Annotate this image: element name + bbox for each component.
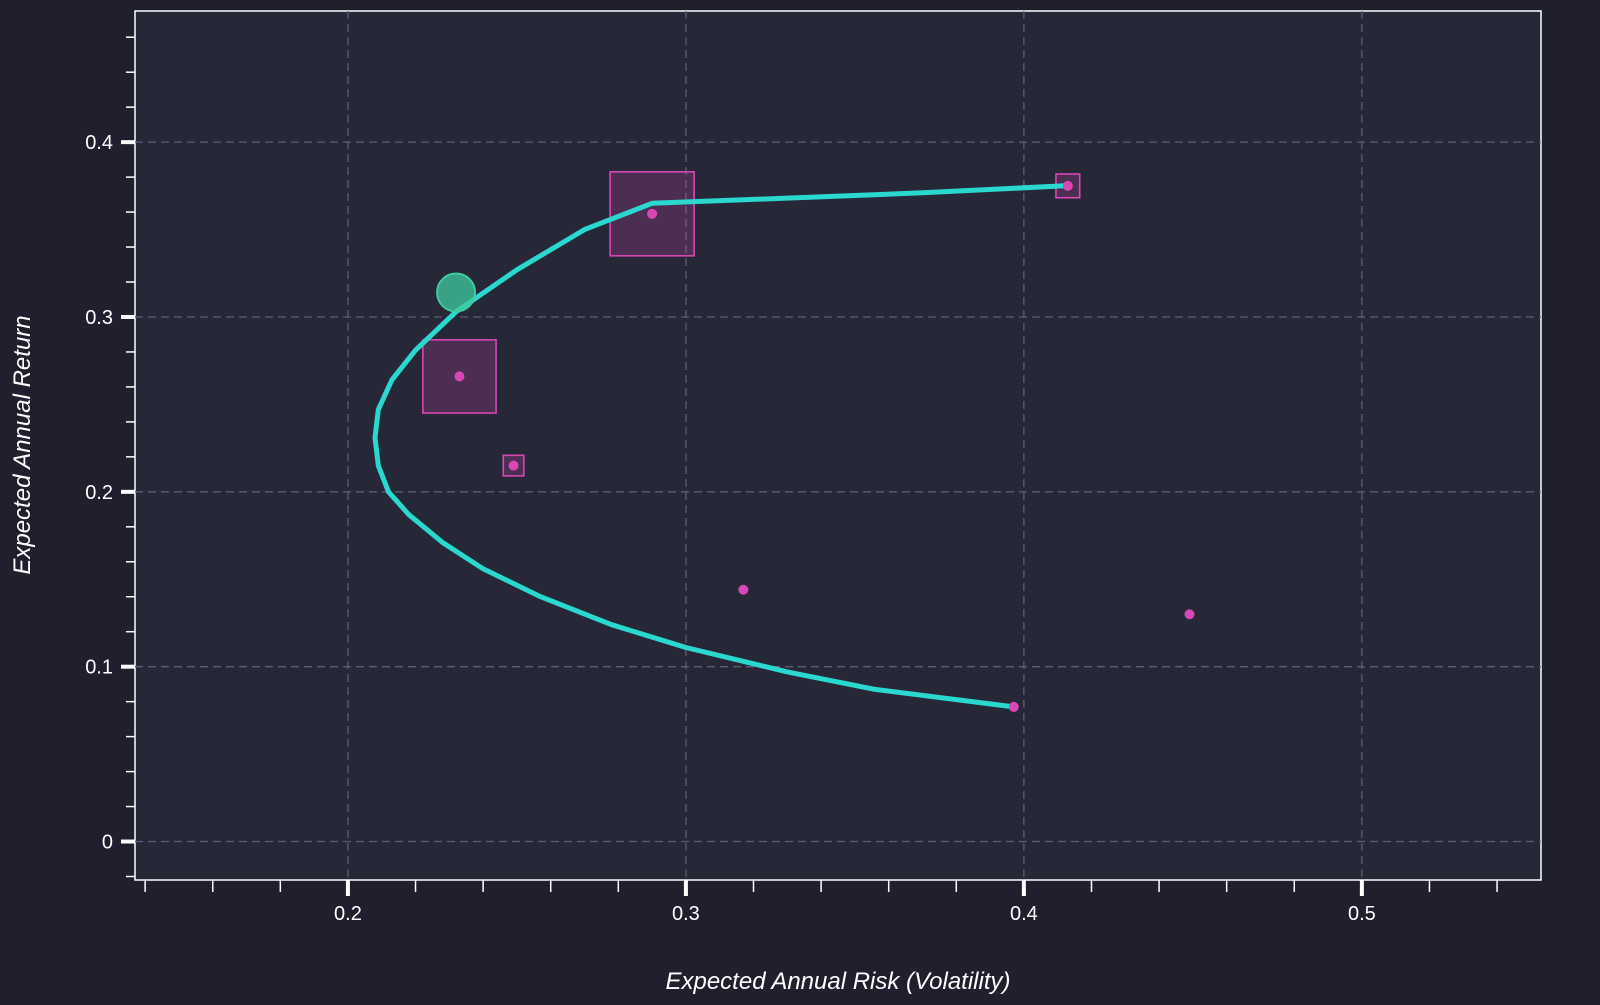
asset-point bbox=[1184, 609, 1195, 620]
asset-point bbox=[647, 208, 658, 219]
asset-point bbox=[738, 584, 749, 595]
asset-point bbox=[508, 460, 519, 471]
axes: 0.2 0.3 0.4 0.5 0 0.1 0.2 0.3 0.4 bbox=[85, 36, 1498, 925]
y-tick-label: 0.4 bbox=[85, 132, 113, 154]
series bbox=[372, 171, 1195, 712]
y-tick-label: 0.2 bbox=[85, 482, 113, 504]
plot-area bbox=[134, 10, 1542, 881]
x-tick-label: 0.3 bbox=[672, 903, 700, 925]
x-tick-label: 0.4 bbox=[1010, 903, 1038, 925]
optimal-portfolio-marker bbox=[436, 272, 477, 313]
asset-point bbox=[454, 371, 465, 382]
y-axis-label: Expected Annual Return bbox=[9, 315, 36, 574]
asset-point bbox=[1062, 180, 1073, 191]
x-axis-label: Expected Annual Risk (Volatility) bbox=[665, 968, 1010, 995]
x-tick-label: 0.2 bbox=[334, 903, 362, 925]
asset-point bbox=[1008, 701, 1019, 712]
x-tick-label: 0.5 bbox=[1348, 903, 1376, 925]
y-tick-label: 0.1 bbox=[85, 657, 113, 679]
grid bbox=[135, 11, 1541, 880]
y-tick-label: 0.3 bbox=[85, 307, 113, 329]
efficient-frontier-line bbox=[372, 183, 1067, 710]
y-tick-label: 0 bbox=[102, 832, 113, 854]
